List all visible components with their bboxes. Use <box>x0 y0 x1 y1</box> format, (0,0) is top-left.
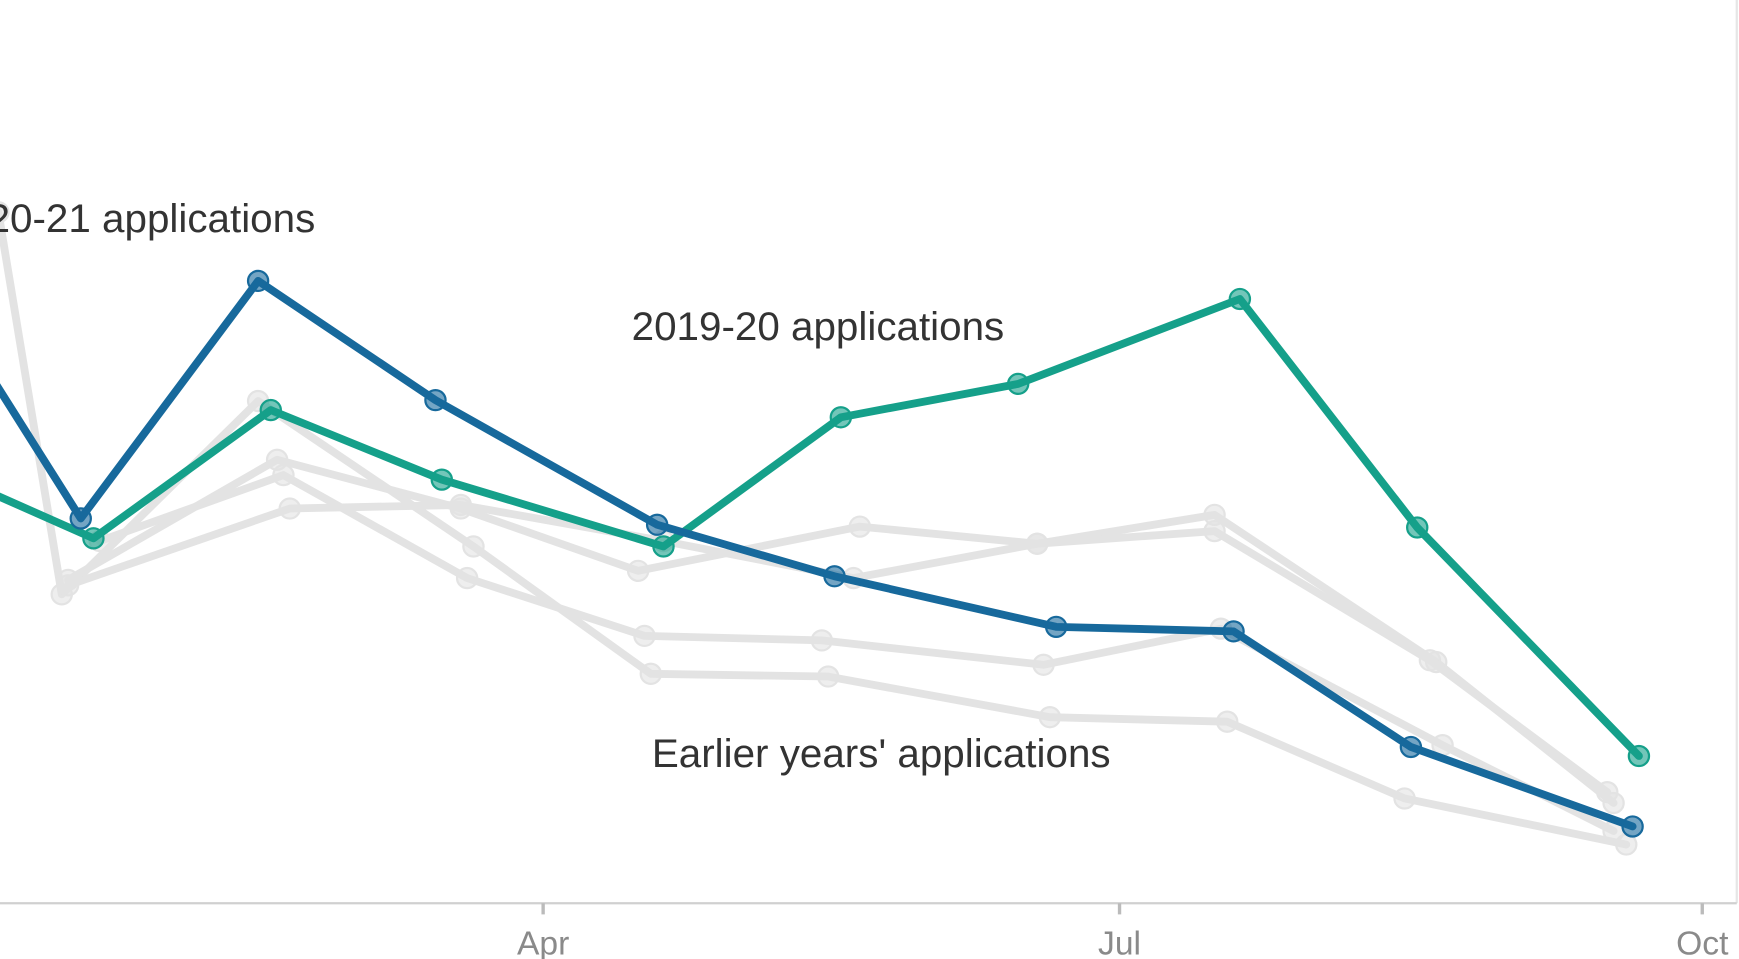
series-label: 2020-21 applications <box>0 196 315 241</box>
x-tick-label: Oct <box>1676 926 1729 959</box>
x-tick-label: Apr <box>517 926 569 959</box>
data-point <box>69 507 92 530</box>
data-point <box>829 406 853 429</box>
series-label: 2019-20 applications <box>632 304 1005 349</box>
annotation: Earlier years' applications <box>652 731 1111 776</box>
series-line <box>0 295 1643 760</box>
series-line <box>0 277 1637 831</box>
data-point <box>449 493 473 517</box>
data-point <box>1038 706 1062 729</box>
data-point <box>1044 615 1068 639</box>
data-point <box>823 565 846 588</box>
data-point <box>259 398 282 422</box>
data-point <box>1621 815 1644 838</box>
data-point <box>462 535 485 558</box>
data-point <box>1627 744 1651 768</box>
series-line <box>0 208 1631 849</box>
data-point <box>1393 787 1416 810</box>
data-point <box>633 624 656 648</box>
data-point <box>639 662 663 685</box>
data-point <box>246 269 270 293</box>
data-point <box>810 629 834 652</box>
data-point <box>1006 372 1030 396</box>
data-point <box>56 574 80 597</box>
data-point <box>1418 649 1442 672</box>
data-point <box>424 388 447 412</box>
data-point <box>1032 653 1055 676</box>
x-tick-label: Jul <box>1098 926 1141 959</box>
data-point <box>272 463 295 487</box>
data-point <box>848 515 872 538</box>
data-point <box>1025 532 1049 555</box>
data-point <box>1228 287 1252 311</box>
data-point <box>652 535 675 558</box>
data-point <box>0 201 10 224</box>
data-point <box>82 527 105 550</box>
data-point <box>645 513 669 536</box>
data-point <box>1203 519 1226 543</box>
data-point <box>455 566 479 590</box>
data-point <box>626 559 650 583</box>
data-point <box>430 468 454 491</box>
data-point <box>1399 735 1423 759</box>
data-point <box>1406 516 1429 539</box>
data-point <box>1222 620 1245 643</box>
data-point <box>278 497 301 520</box>
data-point <box>1215 710 1239 733</box>
data-point <box>816 665 840 688</box>
data-point <box>1596 780 1619 804</box>
